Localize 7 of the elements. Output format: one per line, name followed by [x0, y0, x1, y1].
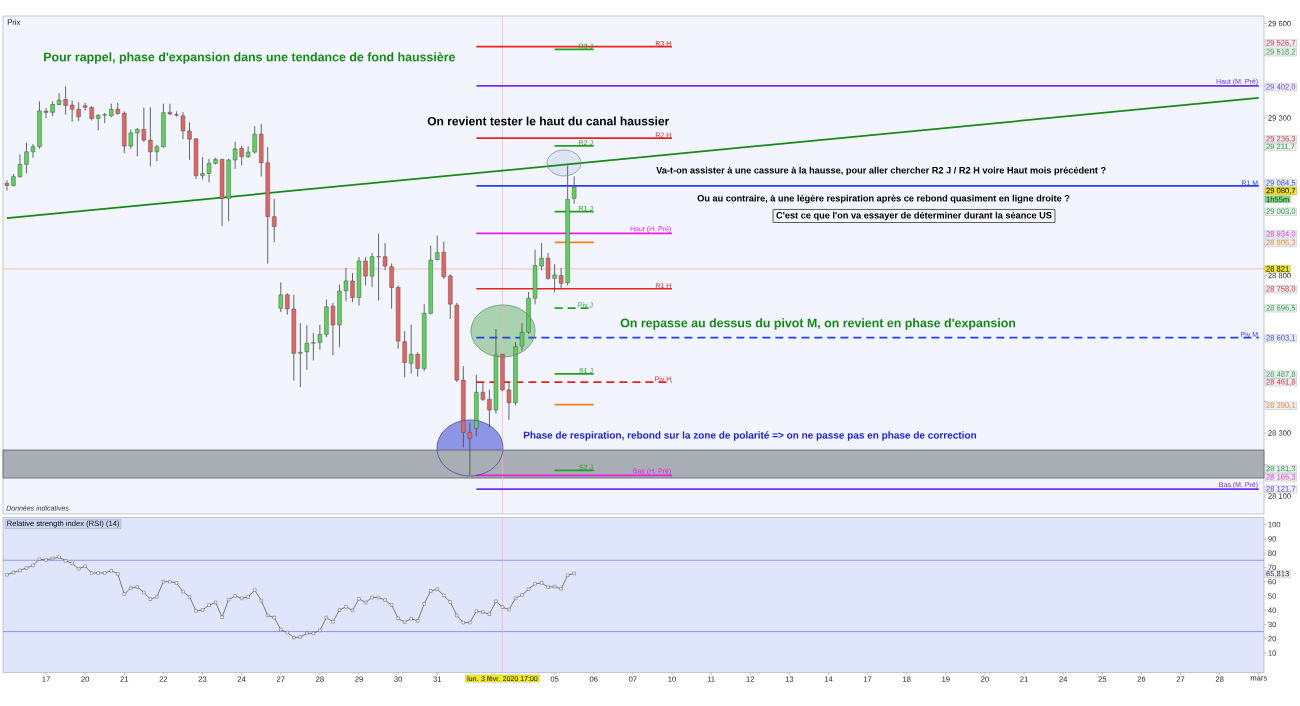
annotation: On revient tester le haut du canal haussier [427, 116, 670, 126]
annotation: On repasse au dessus du pivot M, on revient en phase d'expansion [620, 318, 1016, 330]
annotation: Va-t-on assister à une cassure à la hausse, pour aller chercher R2 J / R2 H voire Haut mois précédent ? [656, 166, 1106, 176]
annotation: C'est ce que l'on va essayer de déterminer durant la séance US [776, 211, 1052, 221]
annotation: Ou au contraire, à une légère respiration après ce rebond quasiment en ligne droite ? [697, 194, 1070, 204]
annotation: Phase de respiration, rebond sur la zone de polarité => on ne passe pas en phase de correction [523, 431, 977, 441]
annotation: Pour rappel, phase d'expansion dans une tendance de fond haussière [44, 52, 456, 64]
